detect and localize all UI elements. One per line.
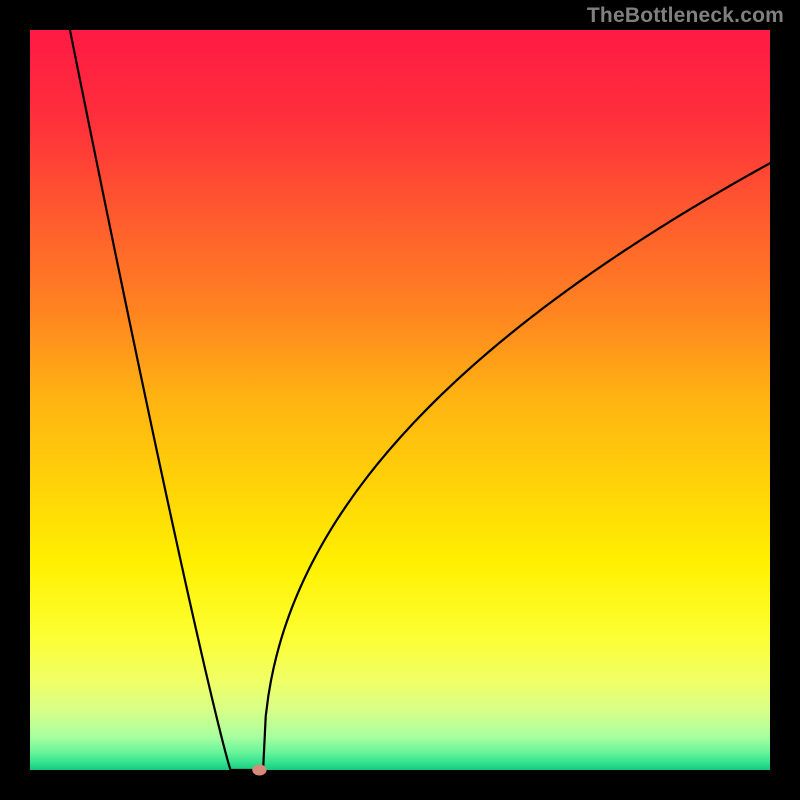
apex-marker-dot — [252, 764, 266, 775]
plot-background — [30, 30, 770, 770]
chart-stage: TheBottleneck.com — [0, 0, 800, 800]
chart-svg — [0, 0, 800, 800]
